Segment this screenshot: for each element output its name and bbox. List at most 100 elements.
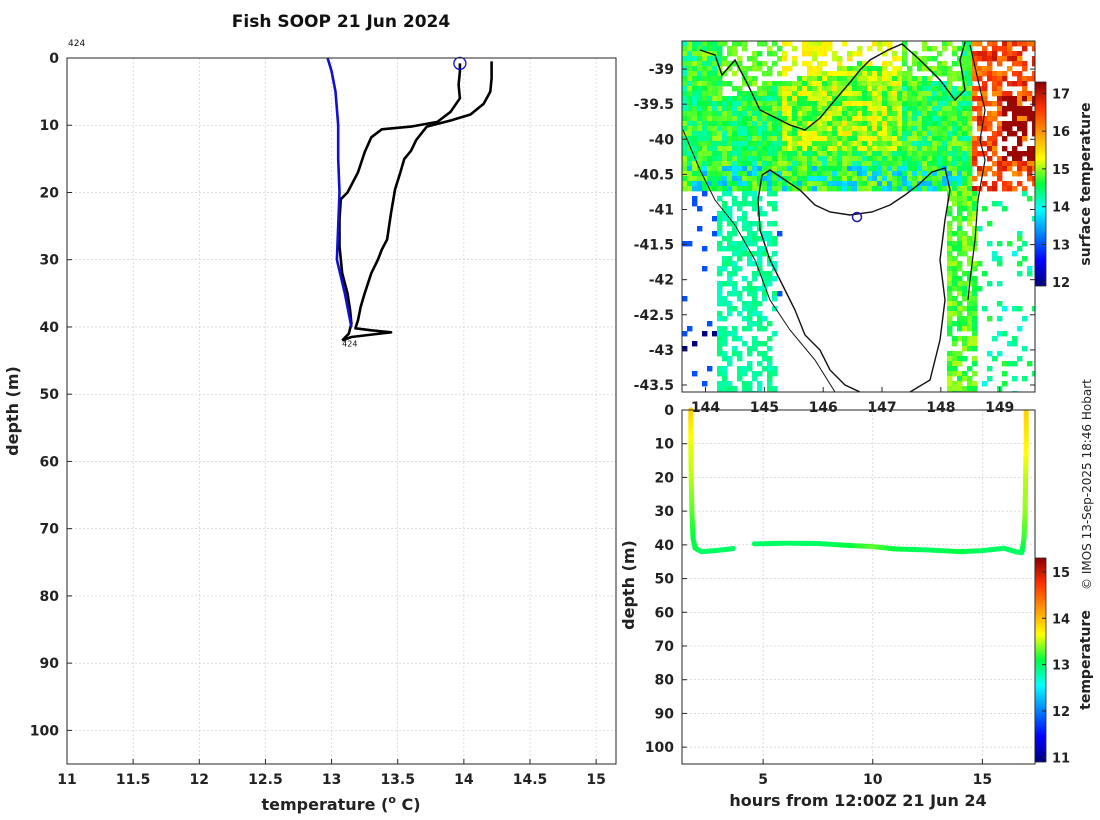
sst-pixel: [797, 136, 803, 142]
sst-pixel: [747, 251, 753, 257]
sst-pixel: [742, 111, 748, 117]
sst-pixel: [747, 151, 753, 157]
sst-pixel: [737, 371, 743, 377]
sst-pixel: [832, 76, 838, 82]
sst-pixel: [732, 156, 738, 162]
sst-pixel: [747, 181, 753, 187]
sst-pixel: [857, 171, 863, 177]
sst-pixel: [837, 151, 843, 157]
sst-pixel: [967, 171, 973, 177]
map-xtick-label: 146: [809, 400, 838, 416]
sst-pixel: [952, 131, 958, 137]
sst-pixel: [872, 186, 878, 192]
sst-pixel: [952, 166, 958, 172]
sst-pixel: [767, 191, 773, 197]
sst-pixel: [772, 91, 778, 97]
sst-pixel: [687, 161, 693, 167]
sst-pixel: [817, 121, 823, 127]
sst-pixel: [982, 381, 988, 387]
sst-pixel: [887, 136, 893, 142]
sst-pixel: [852, 111, 858, 117]
sst-pixel: [937, 181, 943, 187]
sst-pixel: [957, 106, 963, 112]
sst-pixel: [707, 171, 713, 177]
sst-pixel: [822, 136, 828, 142]
profile-ytick-label: 0: [49, 51, 59, 67]
sst-pixel: [957, 311, 963, 317]
map-xtick-label: 145: [750, 400, 779, 416]
sst-pixel: [757, 116, 763, 122]
sst-pixel: [687, 151, 693, 157]
sst-pixel: [982, 166, 988, 172]
sst-pixel: [742, 41, 748, 47]
sst-pixel: [747, 261, 753, 267]
sst-pixel: [812, 111, 818, 117]
sst-pixel: [782, 116, 788, 122]
sst-pixel: [727, 111, 733, 117]
sst-pixel: [897, 56, 903, 62]
sst-pixel: [792, 96, 798, 102]
sst-pixel: [962, 356, 968, 362]
sst-pixel: [972, 76, 978, 82]
sst-pixel: [877, 186, 883, 192]
sst-pixel: [967, 191, 973, 197]
sst-pixel: [792, 121, 798, 127]
sst-pixel: [1017, 71, 1023, 77]
sst-pixel: [772, 156, 778, 162]
sst-pixel: [962, 291, 968, 297]
sst-pixel: [967, 346, 973, 352]
sst-pixel: [752, 311, 758, 317]
sst-pixel: [967, 301, 973, 307]
sst-pixel: [837, 176, 843, 182]
sst-pixel: [842, 181, 848, 187]
sst-pixel: [772, 51, 778, 57]
sst-pixel: [762, 181, 768, 187]
sst-pixel: [757, 261, 763, 267]
sst-pixel: [867, 76, 873, 82]
sst-pixel: [952, 351, 958, 357]
sst-pixel: [967, 311, 973, 317]
sst-pixel: [972, 321, 978, 327]
sst-pixel: [812, 91, 818, 97]
sst-pixel: [697, 126, 703, 132]
map-ytick-label: -42: [649, 273, 674, 289]
sst-pixel: [967, 306, 973, 312]
sst-pixel: [977, 171, 983, 177]
sst-pixel: [747, 316, 753, 322]
sst-pixel: [987, 316, 993, 322]
sst-pixel: [702, 131, 708, 137]
sst-pixel: [967, 76, 973, 82]
sst-pixel: [767, 66, 773, 72]
sst-pixel: [732, 221, 738, 227]
sst-pixel: [957, 246, 963, 252]
sst-pixel: [992, 201, 998, 207]
sst-pixel: [822, 161, 828, 167]
sst-pixel: [737, 116, 743, 122]
sst-pixel: [727, 121, 733, 127]
sst-pixel: [892, 141, 898, 147]
sst-pixel: [752, 81, 758, 87]
sst-pixel: [822, 61, 828, 67]
sst-pixel: [687, 131, 693, 137]
sst-pixel: [812, 126, 818, 132]
sst-pixel: [792, 136, 798, 142]
sst-pixel: [987, 111, 993, 117]
sst-pixel: [1032, 176, 1035, 182]
sst-pixel: [742, 156, 748, 162]
sst-pixel: [737, 376, 743, 382]
sst-pixel: [857, 126, 863, 132]
sst-pixel: [817, 151, 823, 157]
sst-pixel: [797, 161, 803, 167]
sst-pixel: [982, 91, 988, 97]
sst-pixel: [962, 376, 968, 382]
sst-pixel: [907, 176, 913, 182]
sst-pixel: [752, 141, 758, 147]
sst-pixel: [747, 326, 753, 332]
sst-pixel: [767, 271, 773, 277]
sst-pixel: [812, 121, 818, 127]
sst-pixel: [862, 91, 868, 97]
sst-pixel: [682, 51, 688, 57]
sst-pixel: [1012, 146, 1018, 152]
sst-pixel: [827, 181, 833, 187]
